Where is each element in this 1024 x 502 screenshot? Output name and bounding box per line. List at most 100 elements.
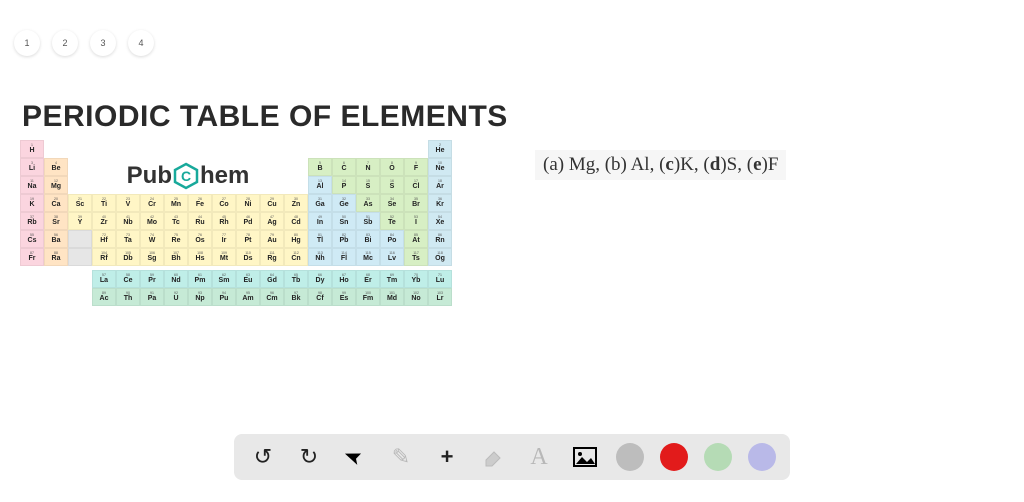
element-He[interactable]: 2He: [428, 140, 452, 158]
undo-button[interactable]: ↺: [248, 442, 278, 472]
element-Mg[interactable]: 12Mg: [44, 176, 68, 194]
element-Sr[interactable]: 38Sr: [44, 212, 68, 230]
element-Pm[interactable]: 61Pm: [188, 270, 212, 288]
element-O[interactable]: 8O: [380, 158, 404, 176]
element-At[interactable]: 85At: [404, 230, 428, 248]
element-Co[interactable]: 27Co: [212, 194, 236, 212]
element-Lu[interactable]: 71Lu: [428, 270, 452, 288]
element-I[interactable]: 53I: [404, 212, 428, 230]
element-Cf[interactable]: 98Cf: [308, 288, 332, 306]
element-Xe[interactable]: 54Xe: [428, 212, 452, 230]
plus-tool[interactable]: +: [432, 442, 462, 472]
element-Fm[interactable]: 100Fm: [356, 288, 380, 306]
element-In[interactable]: 49In: [308, 212, 332, 230]
element-Cn[interactable]: 112Cn: [284, 248, 308, 266]
redo-button[interactable]: ↻: [294, 442, 324, 472]
element-Yb[interactable]: 70Yb: [404, 270, 428, 288]
element-Ho[interactable]: 67Ho: [332, 270, 356, 288]
element-Pb[interactable]: 82Pb: [332, 230, 356, 248]
element-Nb[interactable]: 41Nb: [116, 212, 140, 230]
element-Ti[interactable]: 22Ti: [92, 194, 116, 212]
element-Th[interactable]: 90Th: [116, 288, 140, 306]
element-Nh[interactable]: 113Nh: [308, 248, 332, 266]
element-Rf[interactable]: 104Rf: [92, 248, 116, 266]
element-Ne[interactable]: 10Ne: [428, 158, 452, 176]
element-Po[interactable]: 84Po: [380, 230, 404, 248]
element-Y[interactable]: 39Y: [68, 212, 92, 230]
element-Og[interactable]: 118Og: [428, 248, 452, 266]
color-green[interactable]: [704, 443, 732, 471]
element-Ar[interactable]: 18Ar: [428, 176, 452, 194]
element-Ta[interactable]: 73Ta: [116, 230, 140, 248]
element-Au[interactable]: 79Au: [260, 230, 284, 248]
element-Pr[interactable]: 59Pr: [140, 270, 164, 288]
element-Md[interactable]: 101Md: [380, 288, 404, 306]
element-Sn[interactable]: 50Sn: [332, 212, 356, 230]
element-Ru[interactable]: 44Ru: [188, 212, 212, 230]
element-Gd[interactable]: 64Gd: [260, 270, 284, 288]
element-Tm[interactable]: 69Tm: [380, 270, 404, 288]
element-Rh[interactable]: 45Rh: [212, 212, 236, 230]
element-Ni[interactable]: 28Ni: [236, 194, 260, 212]
element-As[interactable]: 33As: [356, 194, 380, 212]
element-Cd[interactable]: 48Cd: [284, 212, 308, 230]
element-W[interactable]: 74W: [140, 230, 164, 248]
element-Ag[interactable]: 47Ag: [260, 212, 284, 230]
element-Al[interactable]: 13Al: [308, 176, 332, 194]
element-C[interactable]: 6C: [332, 158, 356, 176]
element-Zn[interactable]: 30Zn: [284, 194, 308, 212]
element-Pa[interactable]: 91Pa: [140, 288, 164, 306]
element-Cu[interactable]: 29Cu: [260, 194, 284, 212]
element-Ir[interactable]: 77Ir: [212, 230, 236, 248]
element-Pu[interactable]: 94Pu: [212, 288, 236, 306]
element-Ac[interactable]: 89Ac: [92, 288, 116, 306]
element-Mo[interactable]: 42Mo: [140, 212, 164, 230]
element-Ga[interactable]: 31Ga: [308, 194, 332, 212]
step-2[interactable]: 2: [52, 30, 78, 56]
element-S[interactable]: 15S: [356, 176, 380, 194]
element-Ge[interactable]: 32Ge: [332, 194, 356, 212]
element-Br[interactable]: 35Br: [404, 194, 428, 212]
element-Cs[interactable]: 55Cs: [20, 230, 44, 248]
element-Es[interactable]: 99Es: [332, 288, 356, 306]
eraser-tool[interactable]: [478, 442, 508, 472]
element-S[interactable]: 16S: [380, 176, 404, 194]
element-Ra[interactable]: 88Ra: [44, 248, 68, 266]
element-Hs[interactable]: 108Hs: [188, 248, 212, 266]
element-Kr[interactable]: 36Kr: [428, 194, 452, 212]
element-Os[interactable]: 76Os: [188, 230, 212, 248]
element-Tb[interactable]: 65Tb: [284, 270, 308, 288]
text-tool[interactable]: A: [524, 442, 554, 472]
element-Mt[interactable]: 109Mt: [212, 248, 236, 266]
element-Ba[interactable]: 56Ba: [44, 230, 68, 248]
element-Mc[interactable]: 115Mc: [356, 248, 380, 266]
element-Cm[interactable]: 96Cm: [260, 288, 284, 306]
element-Ds[interactable]: 110Ds: [236, 248, 260, 266]
element-Np[interactable]: 93Np: [188, 288, 212, 306]
color-purple[interactable]: [748, 443, 776, 471]
element-Lr[interactable]: 103Lr: [428, 288, 452, 306]
element-Se[interactable]: 34Se: [380, 194, 404, 212]
element-Am[interactable]: 95Am: [236, 288, 260, 306]
element-Ca[interactable]: 20Ca: [44, 194, 68, 212]
color-grey[interactable]: [616, 443, 644, 471]
element-Sg[interactable]: 106Sg: [140, 248, 164, 266]
element-Fr[interactable]: 87Fr: [20, 248, 44, 266]
element-Lv[interactable]: 116Lv: [380, 248, 404, 266]
pencil-tool[interactable]: ✎: [386, 442, 416, 472]
element-Er[interactable]: 68Er: [356, 270, 380, 288]
element-Rn[interactable]: 86Rn: [428, 230, 452, 248]
element-Rb[interactable]: 37Rb: [20, 212, 44, 230]
element-Mn[interactable]: 25Mn: [164, 194, 188, 212]
element-Te[interactable]: 52Te: [380, 212, 404, 230]
element-Bi[interactable]: 83Bi: [356, 230, 380, 248]
element-Fe[interactable]: 26Fe: [188, 194, 212, 212]
element-Na[interactable]: 11Na: [20, 176, 44, 194]
element-H[interactable]: 1H: [20, 140, 44, 158]
element-Rg[interactable]: 111Rg: [260, 248, 284, 266]
element-N[interactable]: 7N: [356, 158, 380, 176]
element-Cl[interactable]: 17Cl: [404, 176, 428, 194]
element-Tc[interactable]: 43Tc: [164, 212, 188, 230]
element-B[interactable]: 5B: [308, 158, 332, 176]
step-4[interactable]: 4: [128, 30, 154, 56]
